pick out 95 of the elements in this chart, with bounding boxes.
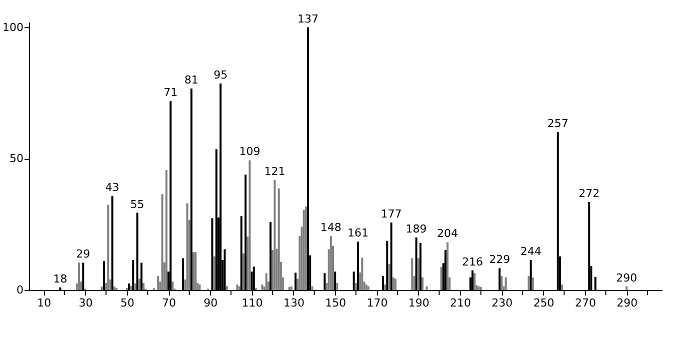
bar [288,287,290,290]
bar [478,286,480,290]
annotation: 43 [105,180,120,194]
bar [226,286,228,290]
annotation: 272 [578,186,600,200]
bar [532,277,534,290]
x-tick-label: 190 [408,296,430,310]
bar [411,258,414,290]
bar [213,256,216,290]
bar [161,194,164,290]
annotation: 204 [437,227,458,240]
x-tick-label: 70 [162,296,176,310]
annotation: 290 [616,271,638,284]
bar [194,252,197,290]
x-tick-label: 90 [204,296,218,310]
bar [528,276,530,290]
y-tick-label: 0 [16,284,24,296]
bar [422,277,424,290]
x-tick-label: 50 [120,296,134,310]
bar [278,188,280,290]
bar [367,286,370,290]
annotation: 71 [164,86,178,100]
bar [242,253,244,290]
x-tick-label: 10 [37,296,52,310]
bar [198,284,201,290]
annotation: 216 [462,255,484,268]
bar [238,286,240,290]
bar [354,282,357,290]
bar [480,287,482,290]
annotation: 137 [298,12,319,26]
y-tick-label: 100 [2,20,24,34]
bar [302,210,305,290]
bar [186,203,188,290]
bar [304,206,307,290]
bar [172,282,174,290]
annotation: 177 [380,207,402,220]
x-tick-label: 30 [78,296,93,310]
annotation: 148 [320,221,342,234]
bar [474,273,476,290]
bar [138,278,140,290]
bar [504,277,507,290]
y-tick-label: 50 [10,152,24,166]
bar [134,283,136,290]
x-tick-label: 110 [242,296,263,310]
annotation: 29 [76,248,90,261]
bar [384,284,386,290]
bar [561,284,564,290]
bar [388,264,390,290]
bar [290,286,292,290]
bar [157,276,160,290]
bar [500,276,503,290]
bar [330,236,332,290]
bar [336,282,338,290]
bar [261,284,264,290]
bar [107,204,110,290]
annotation: 18 [53,272,68,286]
x-tick-label: 270 [574,296,596,310]
bar [192,252,194,290]
bar [274,180,276,290]
bar [394,278,396,290]
bar [626,286,628,290]
annotation: 55 [130,198,144,211]
annotation: 95 [214,68,228,82]
annotation: 161 [347,226,368,240]
bar [113,286,116,290]
bar [417,258,420,290]
x-tick-label: 290 [616,296,638,310]
bar [78,262,80,290]
x-tick-label: 150 [325,296,346,310]
bar [426,286,428,290]
x-tick-label: 130 [283,296,304,310]
bar [236,284,238,290]
annotation: 244 [520,245,542,258]
bar [248,160,251,290]
bar [392,277,394,290]
annotation: 121 [264,164,286,178]
bar [100,286,103,290]
annotation: 189 [406,222,427,236]
bar [165,170,168,290]
bar [265,273,268,290]
bar [365,284,368,290]
bar [361,258,364,290]
bar [130,286,132,290]
annotation: 229 [489,253,510,266]
annotation: 257 [547,117,568,130]
x-tick-label: 210 [450,296,472,310]
annotation: 81 [184,73,198,86]
bar [311,286,314,290]
bar [446,242,449,290]
bar [142,282,145,290]
annotation: 109 [239,145,260,158]
x-tick-label: 170 [366,296,388,310]
x-tick-label: 230 [492,296,513,310]
bar [440,266,442,290]
x-tick-label: 250 [533,296,554,310]
